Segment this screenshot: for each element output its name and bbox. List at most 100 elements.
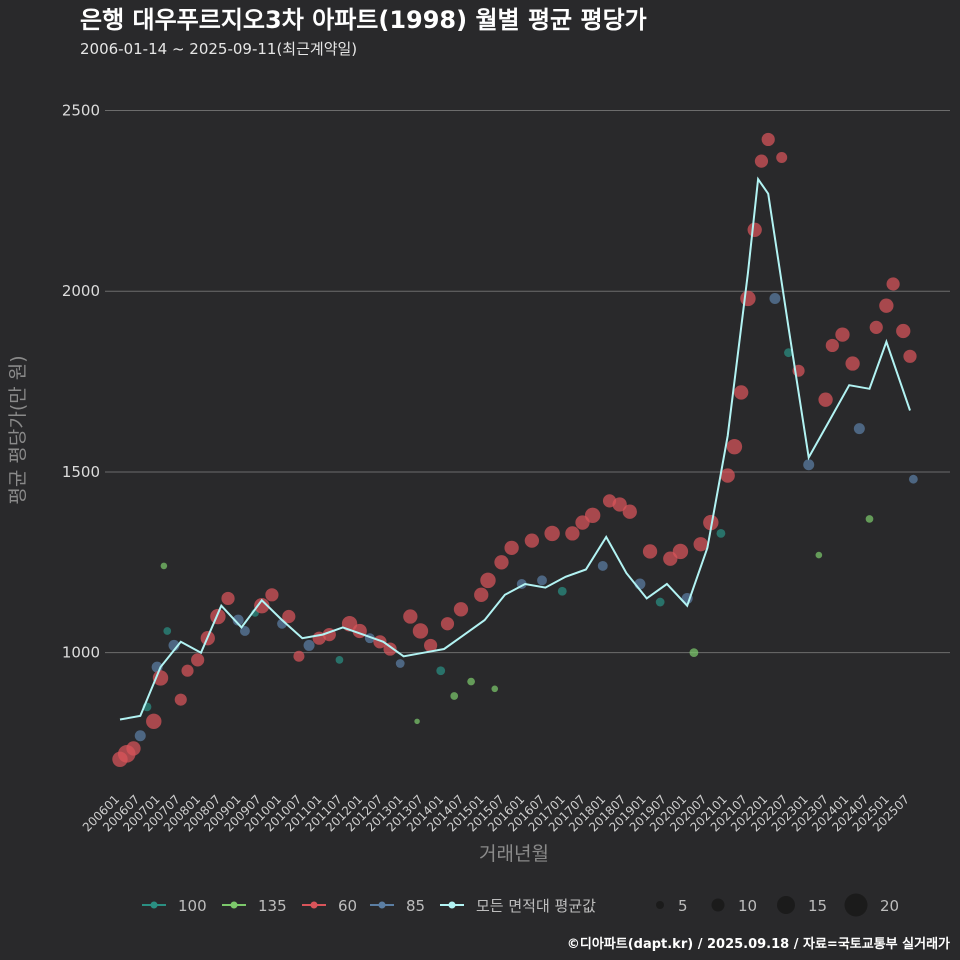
point-60 — [693, 537, 708, 552]
legend-dot — [378, 901, 386, 909]
point-85 — [853, 423, 865, 435]
size-legend-dot — [844, 893, 868, 917]
legend-label: 85 — [406, 897, 425, 915]
y-tick-label: 1500 — [62, 463, 100, 481]
legend-dot — [448, 901, 456, 909]
point-85 — [908, 474, 918, 484]
point-60 — [734, 385, 749, 400]
point-60 — [453, 602, 469, 617]
point-85 — [597, 560, 608, 571]
point-60 — [423, 638, 438, 653]
legend-dot — [230, 901, 238, 909]
legend-label: 100 — [178, 897, 207, 915]
point-60 — [254, 597, 270, 614]
point-100 — [655, 597, 665, 607]
legend-item: 85 — [370, 897, 425, 915]
size-legend-label: 15 — [808, 897, 827, 915]
y-tick-label: 2000 — [62, 282, 100, 300]
point-60 — [642, 544, 658, 559]
point-60 — [282, 609, 296, 624]
gridlines — [105, 110, 950, 654]
legend-label: 모든 면적대 평균값 — [476, 897, 596, 915]
point-60 — [403, 609, 418, 624]
point-60 — [181, 664, 194, 677]
size-legend-item: 10 — [711, 897, 757, 915]
point-135 — [414, 718, 420, 725]
point-60 — [524, 533, 540, 548]
point-85 — [537, 575, 547, 586]
size-legend-dot — [711, 898, 725, 912]
point-60 — [494, 555, 509, 570]
point-135 — [467, 677, 475, 686]
size-legend-dot — [777, 896, 795, 914]
point-85 — [134, 730, 146, 742]
point-60 — [845, 356, 860, 371]
point-60 — [293, 650, 305, 662]
point-60 — [879, 298, 894, 313]
point-60 — [825, 338, 839, 353]
x-tick-labels: 2006012006072007012007072008012008072009… — [80, 792, 912, 834]
point-100 — [163, 627, 172, 635]
y-tick-labels: 1000 1500 2000 2500 — [62, 102, 100, 662]
point-60 — [412, 623, 429, 639]
point-60 — [126, 741, 141, 756]
y-tick-label: 2500 — [62, 102, 100, 120]
legend-label: 135 — [258, 897, 287, 915]
legend-item: 60 — [302, 897, 357, 915]
point-60 — [504, 540, 519, 555]
point-135 — [815, 551, 823, 559]
point-60 — [480, 572, 496, 589]
point-60 — [776, 152, 788, 164]
point-85 — [769, 292, 781, 304]
size-legend-label: 20 — [880, 897, 899, 915]
point-85 — [395, 659, 405, 668]
legend-item: 100 — [142, 897, 207, 915]
legend-dot — [310, 901, 318, 909]
point-60 — [896, 323, 911, 339]
point-135 — [689, 648, 699, 658]
point-60 — [761, 132, 775, 147]
legend: 100 135 60 85 모든 면적대 평균값 5 10 15 20 — [142, 893, 899, 917]
point-85 — [232, 614, 244, 626]
point-60 — [612, 497, 627, 512]
point-60 — [886, 277, 900, 291]
point-60 — [191, 653, 205, 667]
average-line — [119, 176, 911, 721]
size-legend-item: 20 — [844, 893, 899, 917]
legend-item: 모든 면적대 평균값 — [440, 897, 596, 915]
point-60 — [265, 588, 279, 602]
size-legend-item: 5 — [656, 897, 688, 915]
point-60 — [726, 438, 743, 455]
point-60 — [174, 693, 187, 706]
point-60 — [869, 320, 883, 334]
chart-subtitle: 2006-01-14 ~ 2025-09-11(최근계약일) — [80, 40, 357, 58]
point-60 — [740, 290, 756, 307]
x-axis-title: 거래년월 — [479, 843, 549, 865]
point-60 — [584, 507, 601, 524]
legend-item: 135 — [222, 897, 287, 915]
size-legend-label: 5 — [678, 897, 688, 915]
point-60 — [754, 154, 769, 168]
point-60 — [221, 591, 235, 606]
point-60 — [703, 514, 719, 531]
point-60 — [544, 525, 560, 542]
y-tick-label: 1000 — [62, 644, 100, 662]
point-60 — [720, 468, 735, 483]
point-100 — [335, 656, 344, 664]
chart-title: 은행 대우푸르지오3차 아파트(1998) 월별 평균 평당가 — [80, 6, 647, 34]
point-100 — [716, 528, 726, 538]
point-135 — [865, 515, 874, 523]
point-60 — [474, 587, 489, 602]
point-100 — [436, 666, 446, 676]
point-60 — [146, 713, 162, 730]
point-60 — [835, 327, 850, 342]
point-85 — [803, 459, 815, 471]
point-100 — [557, 586, 567, 596]
size-legend-dot — [656, 901, 664, 909]
point-60 — [818, 392, 833, 407]
legend-dot — [150, 901, 158, 909]
point-135 — [450, 692, 459, 700]
point-135 — [160, 562, 168, 570]
point-60 — [440, 617, 455, 631]
